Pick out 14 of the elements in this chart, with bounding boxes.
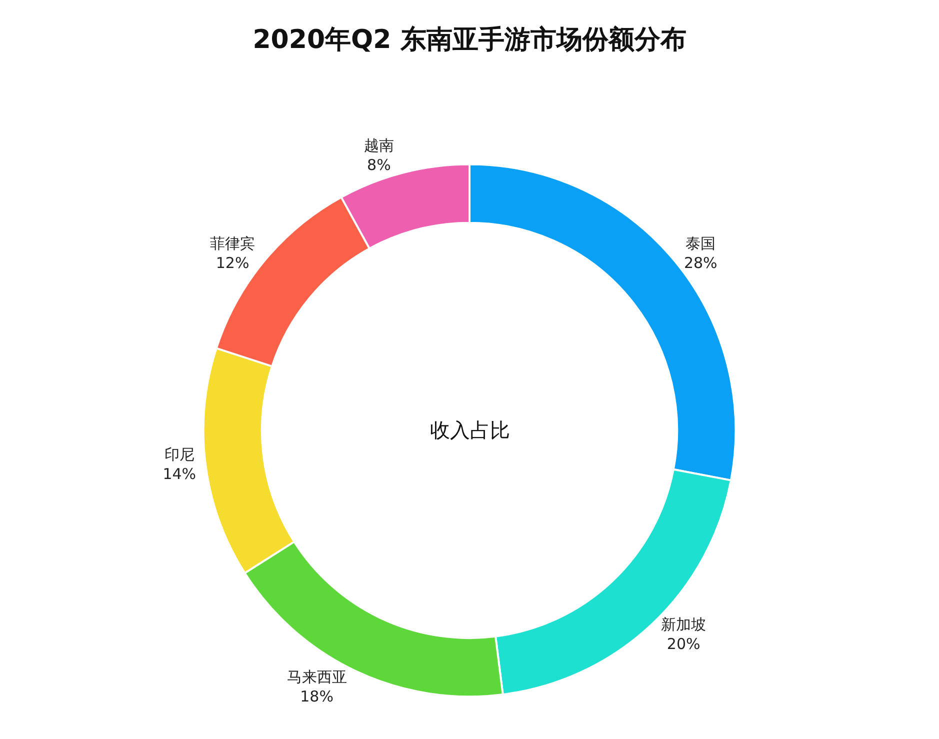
data-label: 8% bbox=[367, 156, 391, 174]
data-label: 18% bbox=[300, 687, 334, 706]
slice-label: 新加坡 bbox=[661, 616, 706, 634]
slice-label: 菲律宾 bbox=[210, 234, 256, 252]
slice-label: 马来西亚 bbox=[286, 668, 347, 686]
data-label: 14% bbox=[162, 464, 196, 483]
chart-title: 2020年Q2 东南亚手游市场份额分布 bbox=[252, 24, 686, 55]
text: 收入占比 bbox=[430, 418, 510, 442]
slice-label: 越南 bbox=[364, 136, 394, 154]
data-label: 20% bbox=[666, 635, 700, 654]
data-label: 28% bbox=[684, 254, 718, 272]
slice-label: 印尼 bbox=[164, 445, 194, 464]
slice-label: 泰国 bbox=[686, 234, 716, 252]
data-label: 12% bbox=[216, 254, 250, 272]
